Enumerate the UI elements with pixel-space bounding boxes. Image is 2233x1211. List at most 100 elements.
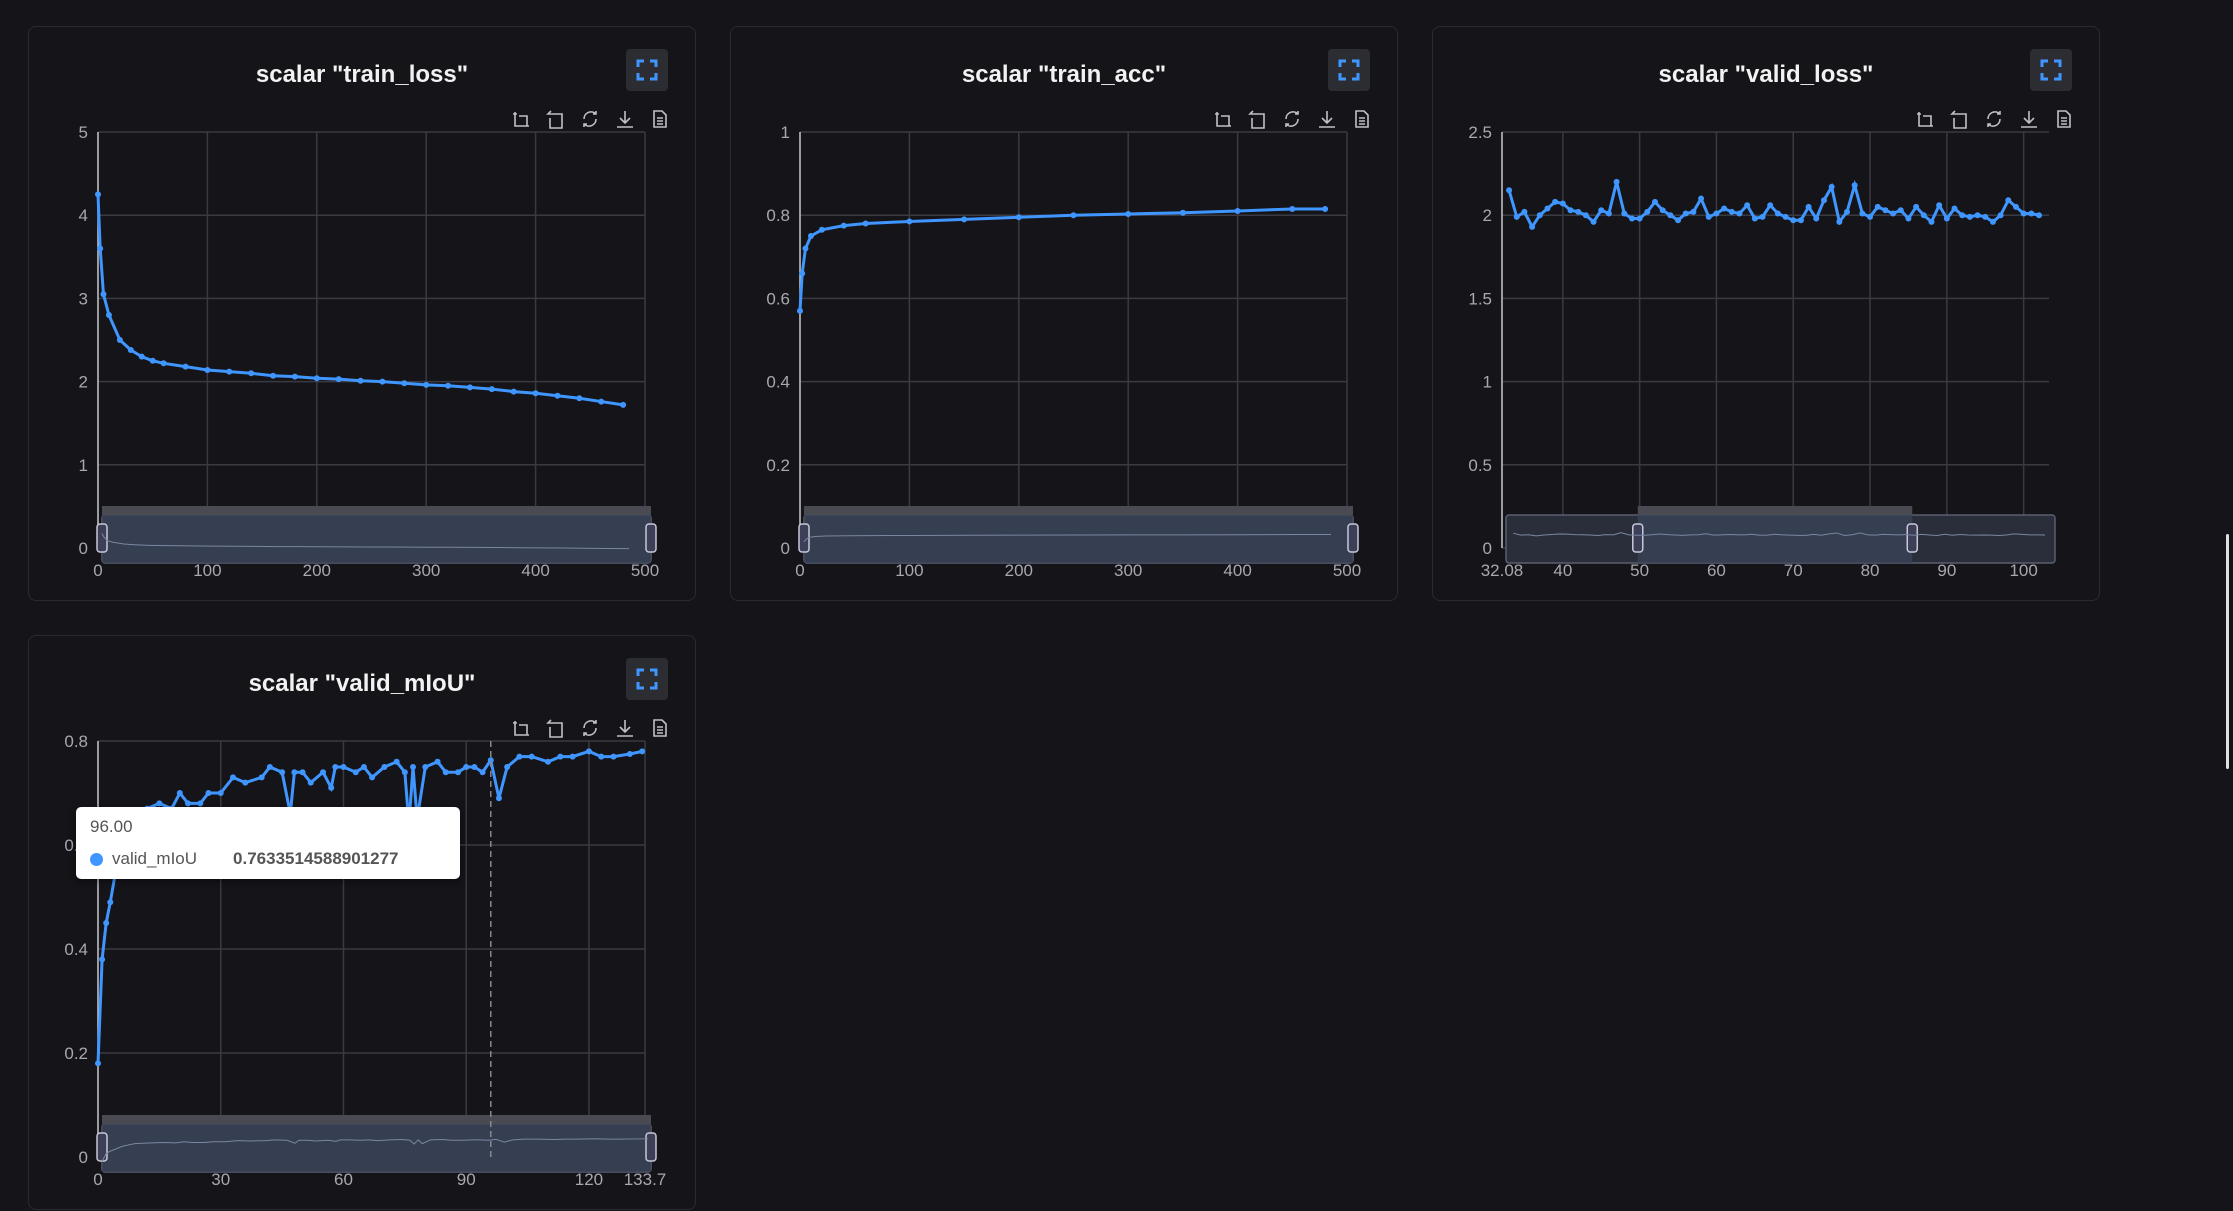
data-point[interactable] — [410, 764, 417, 770]
datazoom-handle[interactable] — [645, 523, 657, 553]
data-point[interactable] — [1234, 208, 1241, 215]
data-point[interactable] — [1920, 212, 1927, 219]
zoom-select-icon[interactable] — [1215, 112, 1231, 127]
data-point[interactable] — [1544, 205, 1551, 212]
data-point[interactable] — [1698, 195, 1705, 202]
data-point[interactable] — [107, 899, 114, 906]
data-point[interactable] — [1529, 223, 1536, 230]
data-point[interactable] — [360, 764, 367, 770]
data-point[interactable] — [545, 758, 552, 765]
data-point[interactable] — [1559, 200, 1566, 207]
data-point[interactable] — [434, 758, 441, 765]
data-point[interactable] — [1605, 210, 1612, 217]
data-point[interactable] — [100, 291, 107, 298]
data-point[interactable] — [1575, 208, 1582, 215]
data-point[interactable] — [1506, 187, 1513, 194]
data-point[interactable] — [1928, 218, 1935, 225]
datazoom-move-handle[interactable] — [804, 506, 1353, 515]
data-point[interactable] — [176, 790, 183, 796]
data-point[interactable] — [799, 270, 806, 277]
data-point[interactable] — [610, 753, 617, 760]
data-point[interactable] — [1621, 210, 1628, 217]
data-point[interactable] — [1582, 212, 1589, 219]
datazoom-window[interactable] — [102, 515, 651, 563]
data-point[interactable] — [598, 753, 605, 760]
datazoom-handle[interactable] — [645, 1132, 657, 1162]
data-point[interactable] — [160, 360, 167, 367]
data-point[interactable] — [270, 372, 277, 379]
data-point[interactable] — [401, 769, 408, 776]
data-point[interactable] — [510, 388, 517, 395]
data-point[interactable] — [516, 753, 523, 760]
data-point[interactable] — [445, 382, 452, 389]
data-point[interactable] — [1567, 207, 1574, 214]
data-point[interactable] — [479, 769, 486, 776]
data-point[interactable] — [1675, 217, 1682, 224]
data-point[interactable] — [1951, 205, 1958, 212]
data-point[interactable] — [185, 800, 192, 807]
datazoom-move-handle[interactable] — [102, 1115, 651, 1124]
data-point[interactable] — [357, 377, 364, 384]
data-point[interactable] — [2012, 203, 2019, 210]
data-point[interactable] — [1974, 212, 1981, 219]
datazoom-move-handle[interactable] — [102, 506, 651, 515]
data-point[interactable] — [313, 375, 320, 382]
restore-icon[interactable] — [1987, 111, 2001, 127]
data-point[interactable] — [1644, 208, 1651, 215]
data-point[interactable] — [204, 366, 211, 373]
data-point[interactable] — [258, 774, 265, 781]
data-view-icon[interactable] — [2057, 110, 2071, 128]
data-point[interactable] — [1598, 207, 1605, 214]
data-point[interactable] — [1905, 215, 1912, 222]
data-point[interactable] — [1289, 205, 1296, 212]
data-point[interactable] — [840, 222, 847, 229]
data-point[interactable] — [1897, 207, 1904, 214]
data-point[interactable] — [2036, 212, 2043, 219]
data-point[interactable] — [105, 312, 112, 319]
zoom-select-icon[interactable] — [513, 112, 529, 127]
data-point[interactable] — [532, 390, 539, 397]
data-point[interactable] — [352, 769, 359, 776]
data-point[interactable] — [248, 370, 255, 377]
data-point[interactable] — [320, 769, 327, 776]
datazoom-window[interactable] — [804, 515, 1353, 563]
data-view-icon[interactable] — [1355, 110, 1369, 128]
data-point[interactable] — [2028, 210, 2035, 217]
data-point[interactable] — [230, 774, 237, 781]
data-point[interactable] — [182, 363, 189, 370]
data-point[interactable] — [1805, 203, 1812, 210]
data-point[interactable] — [1767, 202, 1774, 209]
data-point[interactable] — [1721, 205, 1728, 212]
data-point[interactable] — [1705, 213, 1712, 220]
data-point[interactable] — [1882, 207, 1889, 214]
fullscreen-button[interactable] — [2030, 49, 2072, 91]
data-point[interactable] — [1744, 202, 1751, 209]
data-point[interactable] — [217, 790, 224, 796]
datazoom-window[interactable] — [102, 1124, 651, 1172]
data-point[interactable] — [116, 337, 123, 343]
zoom-reset-icon[interactable] — [1248, 110, 1265, 129]
data-point[interactable] — [554, 392, 561, 399]
data-point[interactable] — [95, 191, 101, 198]
data-point[interactable] — [226, 368, 233, 375]
data-point[interactable] — [557, 753, 564, 760]
data-point[interactable] — [379, 378, 386, 385]
data-point[interactable] — [1513, 213, 1520, 220]
fullscreen-button[interactable] — [626, 49, 668, 91]
data-point[interactable] — [1659, 207, 1666, 214]
datazoom-handle[interactable] — [1906, 523, 1919, 553]
data-point[interactable] — [576, 395, 583, 402]
datazoom-handle[interactable] — [96, 1132, 108, 1162]
data-point[interactable] — [307, 779, 314, 786]
data-point[interactable] — [463, 764, 470, 770]
data-point[interactable] — [1125, 210, 1132, 217]
data-point[interactable] — [95, 1060, 101, 1067]
data-point[interactable] — [807, 233, 814, 239]
data-point[interactable] — [381, 764, 388, 770]
data-point[interactable] — [626, 751, 633, 757]
data-point[interactable] — [1651, 198, 1658, 205]
data-point[interactable] — [504, 764, 511, 770]
data-point[interactable] — [466, 384, 473, 391]
data-point[interactable] — [149, 357, 156, 364]
data-point[interactable] — [488, 386, 495, 393]
